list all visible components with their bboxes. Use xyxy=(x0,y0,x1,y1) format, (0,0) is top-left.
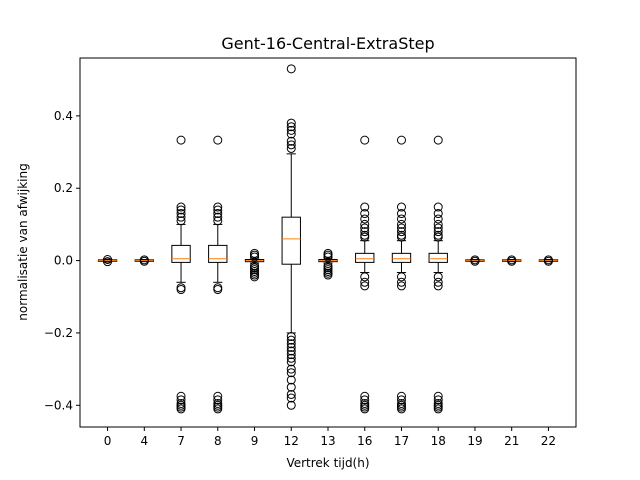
x-tick-label: 12 xyxy=(284,434,299,448)
x-tick-label: 19 xyxy=(467,434,482,448)
x-tick-label: 13 xyxy=(320,434,335,448)
y-axis-label: normalisatie van afwijking xyxy=(16,163,30,320)
y-tick-label: −0.4 xyxy=(44,398,73,412)
x-tick-label: 4 xyxy=(140,434,148,448)
x-tick-label: 22 xyxy=(541,434,556,448)
x-tick-label: 8 xyxy=(214,434,222,448)
x-tick-label: 7 xyxy=(177,434,185,448)
x-tick-label: 21 xyxy=(504,434,519,448)
chart-title: Gent-16-Central-ExtraStep xyxy=(221,34,434,53)
y-tick-label: −0.2 xyxy=(44,326,73,340)
x-tick-label: 0 xyxy=(104,434,112,448)
y-tick-label: 0.2 xyxy=(54,181,73,195)
x-axis-label: Vertrek tijd(h) xyxy=(286,456,369,470)
x-tick-label: 16 xyxy=(357,434,372,448)
x-tick-label: 9 xyxy=(251,434,259,448)
x-tick-label: 18 xyxy=(431,434,446,448)
y-tick-label: 0.4 xyxy=(54,109,73,123)
x-tick-label: 17 xyxy=(394,434,409,448)
y-tick-label: 0.0 xyxy=(54,254,73,268)
